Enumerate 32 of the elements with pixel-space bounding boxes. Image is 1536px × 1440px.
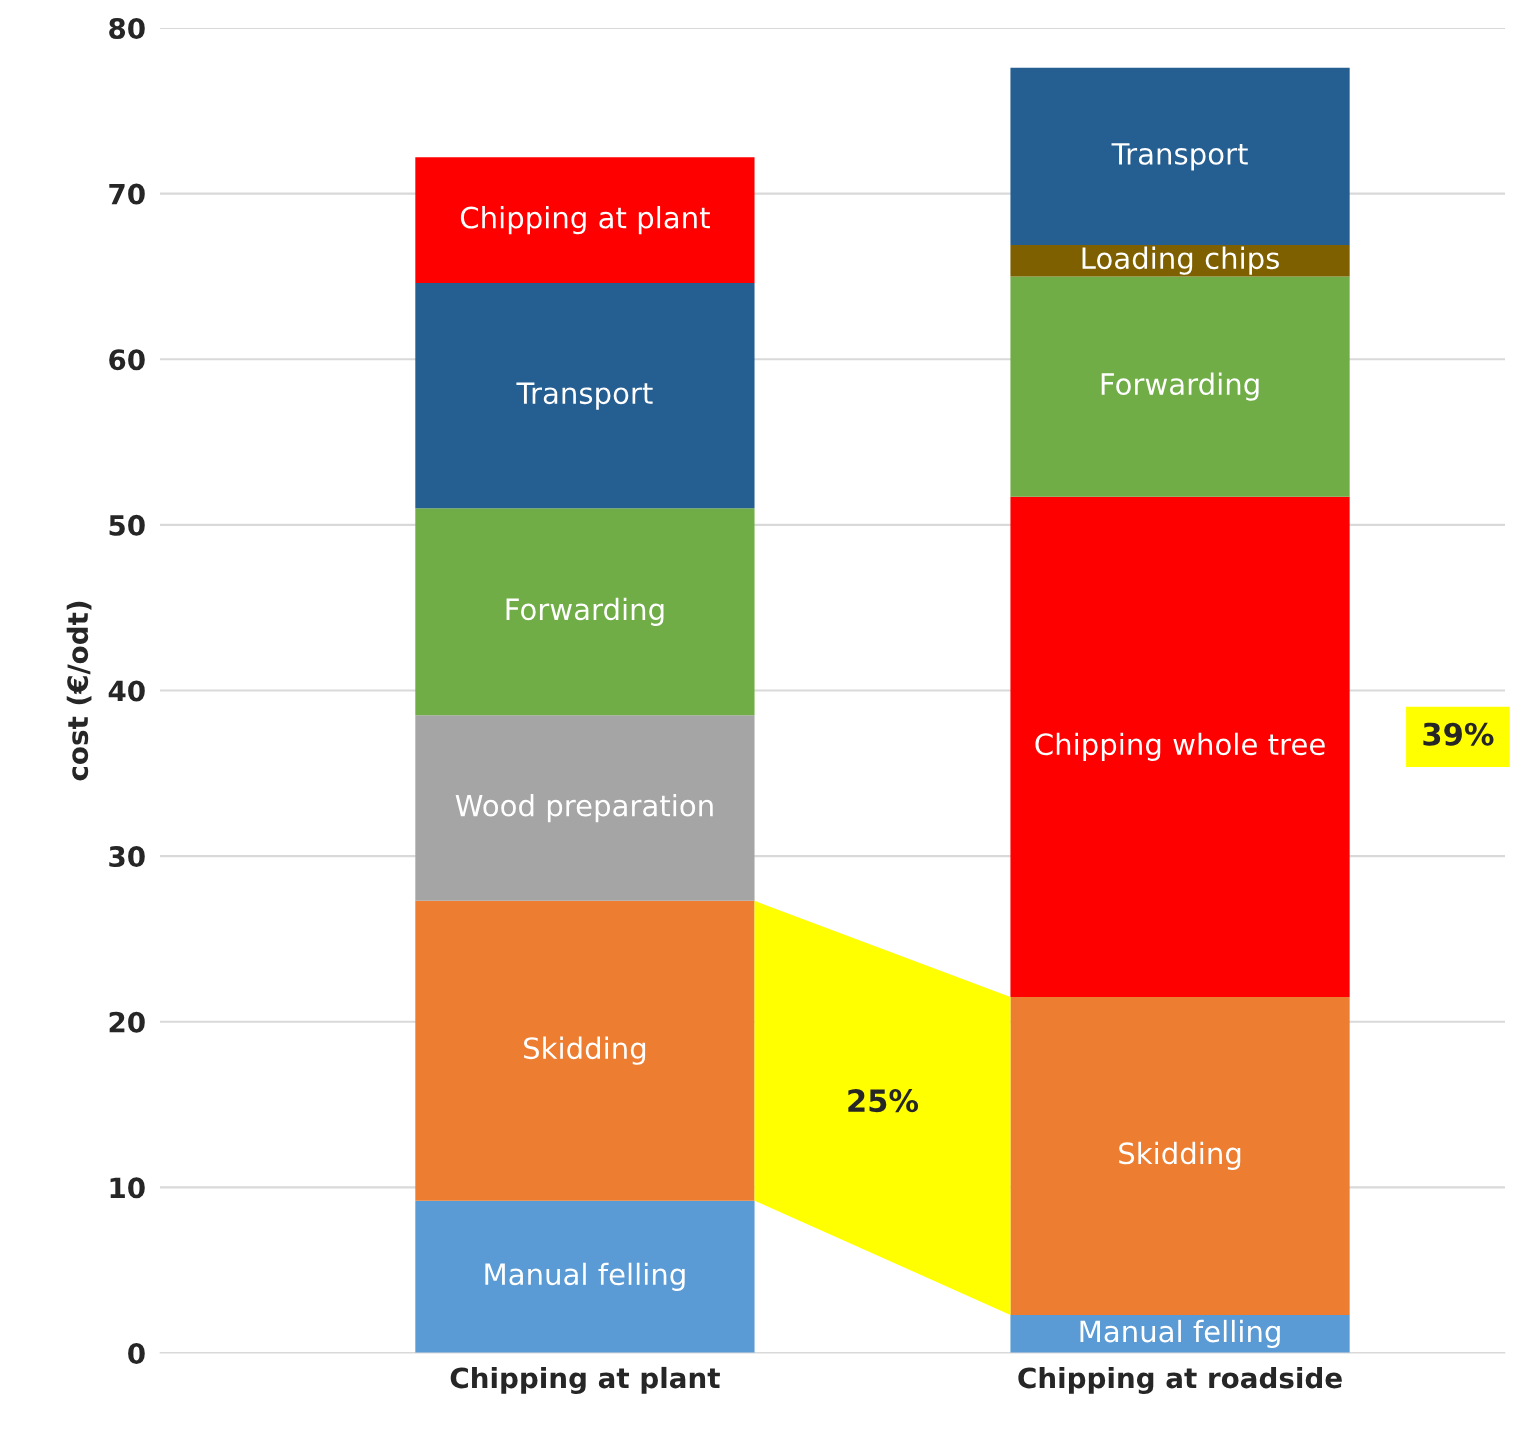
text: Manual felling: [485, 1262, 685, 1291]
series-label: Loading chips: [1082, 246, 1279, 275]
series-label: Transport: [1111, 143, 1248, 171]
y-axis-title: cost (€/odt): [66, 601, 92, 781]
series-label: Chipping whole tree: [1035, 732, 1325, 761]
bar: [1010, 496, 1350, 997]
annotation: 25%: [848, 1089, 919, 1113]
text: Forwarding: [1101, 372, 1259, 401]
y-tick-label: 80: [109, 17, 145, 39]
y-tick-label: 20: [109, 1011, 145, 1033]
bar: [1010, 276, 1350, 497]
bar: [1010, 67, 1350, 245]
text: Transport: [516, 382, 653, 410]
y-tick-label: 50: [109, 514, 145, 536]
series-label: Wood preparation: [455, 793, 713, 823]
series-label: Manual felling: [1080, 1319, 1280, 1349]
y-tick-label: 10: [110, 1177, 145, 1199]
y-tick-label: 40: [108, 680, 145, 702]
series-label: Forwarding: [506, 597, 664, 626]
text: Skidding: [1119, 1141, 1241, 1171]
y-tick-label: 70: [109, 183, 145, 205]
bar: [415, 508, 755, 716]
bar: [415, 283, 755, 509]
y-tick-label: 30: [109, 846, 145, 868]
annotation: 39%: [1423, 722, 1494, 746]
y-tick-label: 60: [109, 349, 145, 371]
x-tick-label: Chipping at roadside: [1018, 1366, 1342, 1394]
bar: [415, 157, 755, 284]
y-tick-label: 0: [128, 1342, 145, 1364]
series-label: Skidding: [524, 1036, 646, 1065]
series-label: Chipping at plant: [460, 206, 710, 235]
bar: [415, 715, 755, 901]
